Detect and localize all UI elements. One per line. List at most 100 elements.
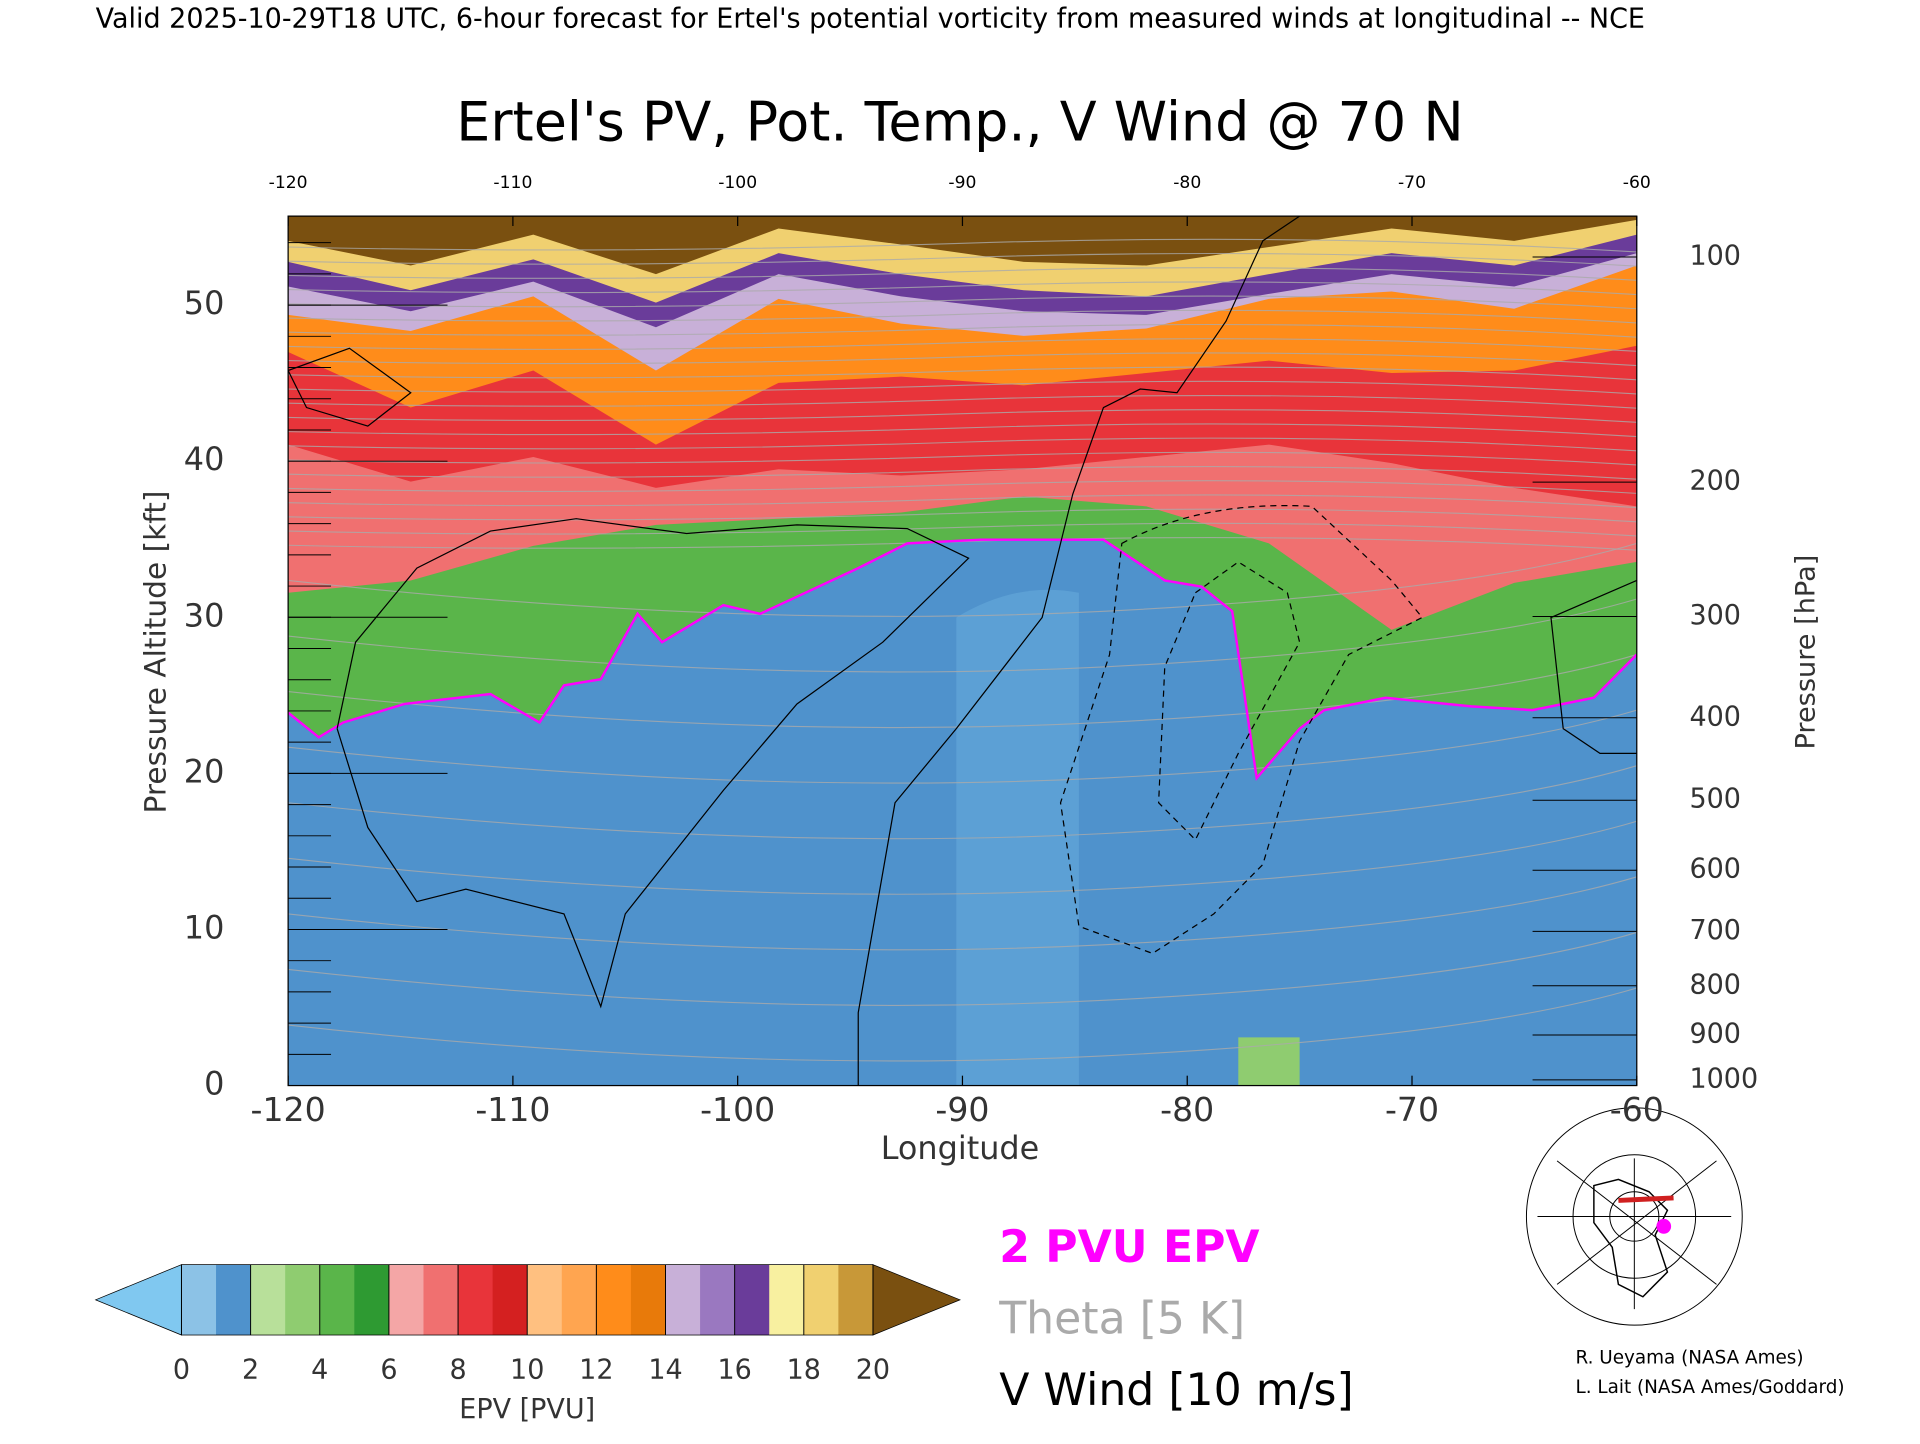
theta-contour bbox=[288, 876, 1637, 951]
theta-contour bbox=[288, 480, 1637, 494]
wind-contour bbox=[336, 518, 970, 1009]
colorbar-cell bbox=[250, 1264, 286, 1336]
theta-contour bbox=[288, 238, 1637, 253]
x-tick-label: -100 bbox=[700, 1090, 775, 1129]
x-axis-label: Longitude bbox=[881, 1129, 1040, 1167]
colorbar-cell bbox=[388, 1264, 425, 1336]
theta-contour bbox=[288, 494, 1637, 509]
theta-contour bbox=[288, 323, 1637, 338]
wind-contour bbox=[1157, 561, 1301, 841]
x-tick-label: -60 bbox=[1610, 1090, 1664, 1129]
credit: R. Ueyama (NASA Ames) bbox=[1575, 1347, 1803, 1368]
colorbar-cell bbox=[769, 1264, 805, 1336]
legend-entry: 2 PVU EPV bbox=[999, 1222, 1260, 1273]
x-tick-label: -80 bbox=[1160, 1090, 1214, 1129]
colorbar-tick-label: 0 bbox=[173, 1354, 190, 1385]
legend-entry: Theta [5 K] bbox=[998, 1293, 1245, 1344]
colorbar-cell bbox=[319, 1264, 355, 1336]
x-tick-label: -110 bbox=[475, 1090, 550, 1129]
y2-tick-label: 400 bbox=[1690, 701, 1741, 732]
pv-field bbox=[288, 216, 1637, 1086]
y-tick-label: 40 bbox=[184, 440, 225, 478]
colorbar-cell bbox=[216, 1264, 252, 1336]
x2-tick-label: -80 bbox=[1173, 173, 1201, 193]
y-axis-label: Pressure Altitude [kft] bbox=[139, 491, 173, 814]
y2-tick-label: 600 bbox=[1690, 854, 1741, 885]
colorbar-cell bbox=[458, 1264, 494, 1336]
theta-contour bbox=[288, 820, 1637, 895]
colorbar-tick-label: 18 bbox=[787, 1354, 821, 1385]
colorbar-cell bbox=[803, 1264, 839, 1336]
theta-contour bbox=[288, 598, 1637, 673]
colorbar-cell bbox=[423, 1264, 459, 1336]
y-tick-label: 50 bbox=[184, 284, 225, 322]
theta-contour bbox=[288, 309, 1637, 324]
colorbar-cell bbox=[561, 1264, 597, 1336]
y2-tick-label: 700 bbox=[1690, 915, 1741, 946]
chart-title: Ertel's PV, Pot. Temp., V Wind @ 70 N bbox=[456, 90, 1463, 153]
colorbar-cell bbox=[665, 1264, 701, 1336]
y2-tick-label: 800 bbox=[1690, 969, 1741, 1000]
credit: L. Lait (NASA Ames/Goddard) bbox=[1575, 1377, 1844, 1398]
theta-contour bbox=[288, 366, 1637, 381]
y2-tick-label: 500 bbox=[1690, 784, 1741, 815]
theta-contour bbox=[288, 338, 1637, 352]
colorbar-tick-label: 12 bbox=[579, 1354, 613, 1385]
colorbar-cell bbox=[527, 1264, 563, 1336]
x2-tick-label: -110 bbox=[493, 173, 532, 193]
colorbar-tick-label: 2 bbox=[242, 1354, 259, 1385]
map-inset bbox=[1525, 1107, 1743, 1326]
colorbar-under bbox=[94, 1264, 182, 1336]
wind-contour bbox=[857, 216, 1300, 1086]
theta-contour bbox=[288, 394, 1637, 409]
wind-contour bbox=[1550, 579, 1637, 754]
colorbar-cell bbox=[181, 1264, 217, 1336]
colorbar-label: EPV [PVU] bbox=[459, 1394, 595, 1425]
colorbar-tick-label: 20 bbox=[856, 1354, 890, 1385]
theta-contour bbox=[288, 987, 1637, 1062]
theta-contour bbox=[288, 252, 1637, 267]
y-tick-label: 30 bbox=[184, 596, 225, 634]
y-tick-label: 20 bbox=[184, 752, 225, 790]
colorbar-over bbox=[872, 1264, 961, 1336]
x-tick-label: -120 bbox=[251, 1090, 326, 1129]
theta-contour bbox=[288, 931, 1637, 1006]
header: Valid 2025-10-29T18 UTC, 6-hour forecast… bbox=[96, 3, 1645, 34]
x-tick-label: -90 bbox=[935, 1090, 989, 1129]
colorbar-cell bbox=[700, 1264, 736, 1336]
x2-tick-label: -100 bbox=[718, 173, 757, 193]
y2-tick-label: 100 bbox=[1690, 240, 1741, 271]
colorbar-cell bbox=[734, 1264, 770, 1336]
theta-contour bbox=[288, 542, 1637, 617]
y2-tick-label: 1000 bbox=[1690, 1063, 1759, 1094]
colorbar-cell bbox=[596, 1264, 632, 1336]
pv-2-contour bbox=[288, 538, 1637, 781]
colorbar-cell bbox=[354, 1264, 390, 1336]
y2-tick-label: 200 bbox=[1690, 466, 1741, 497]
colorbar-tick-label: 6 bbox=[380, 1354, 397, 1385]
theta-contour bbox=[288, 423, 1637, 438]
y2-axis-label: Pressure [hPa] bbox=[1791, 555, 1822, 750]
wind-contour bbox=[288, 347, 412, 427]
y-tick-label: 10 bbox=[184, 908, 225, 946]
theta-contour bbox=[288, 508, 1637, 523]
wind-contour bbox=[1059, 504, 1424, 955]
theta-contour bbox=[288, 709, 1637, 784]
colorbar-cell bbox=[285, 1264, 321, 1336]
pv-layer bbox=[956, 589, 1079, 1086]
x2-tick-label: -70 bbox=[1398, 173, 1426, 193]
theta-contour bbox=[288, 295, 1637, 310]
colorbar-tick-label: 4 bbox=[311, 1354, 328, 1385]
y-tick-label: 0 bbox=[204, 1064, 224, 1102]
colorbar-cell bbox=[630, 1264, 667, 1336]
x2-tick-label: -120 bbox=[269, 173, 308, 193]
colorbar-tick-label: 10 bbox=[510, 1354, 544, 1385]
legend-entry: V Wind [10 m/s] bbox=[999, 1365, 1354, 1416]
x-tick-label: -70 bbox=[1385, 1090, 1439, 1129]
colorbar-cell bbox=[838, 1264, 874, 1336]
theta-contour bbox=[288, 267, 1637, 281]
y2-tick-label: 900 bbox=[1690, 1018, 1741, 1049]
colorbar-tick-label: 8 bbox=[449, 1354, 466, 1385]
